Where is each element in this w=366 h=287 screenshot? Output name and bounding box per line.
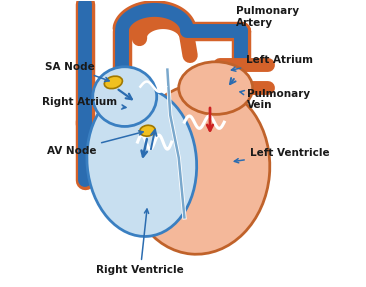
Ellipse shape — [140, 125, 155, 136]
Text: SA Node: SA Node — [45, 62, 109, 82]
Ellipse shape — [127, 84, 270, 254]
Text: Left Atrium: Left Atrium — [231, 55, 313, 71]
Text: Left Ventricle: Left Ventricle — [234, 148, 329, 163]
Text: Right Ventricle: Right Ventricle — [97, 209, 184, 275]
Ellipse shape — [87, 88, 197, 236]
Text: Pulmonary
Artery: Pulmonary Artery — [214, 6, 299, 31]
Text: Right Atrium: Right Atrium — [42, 97, 126, 109]
Text: AV Node: AV Node — [46, 131, 143, 156]
Ellipse shape — [179, 62, 253, 114]
Ellipse shape — [93, 67, 157, 127]
Text: Pulmonary
Vein: Pulmonary Vein — [240, 89, 310, 110]
Ellipse shape — [104, 76, 122, 89]
